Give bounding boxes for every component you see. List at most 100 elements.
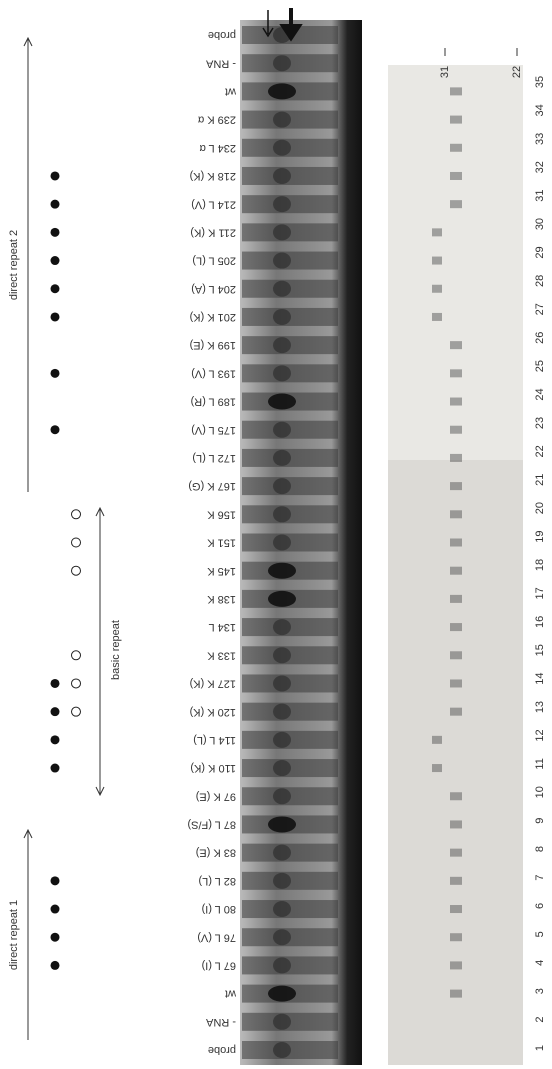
lane-number: 22: [534, 445, 546, 457]
lane-label: 82 L (L): [198, 875, 236, 887]
lane-label: 234 L α: [199, 142, 236, 154]
lane-label: 172 L (L): [192, 452, 236, 464]
filled-dot: [51, 764, 60, 773]
shift-band: [273, 732, 291, 748]
lane-number: 31: [534, 190, 546, 202]
lane-label: 133 K: [207, 649, 236, 661]
open-dot: [72, 707, 81, 716]
lane-label: 201 K (K): [190, 311, 236, 323]
lane-label: 205 L (L): [192, 255, 236, 267]
open-dot: [72, 651, 81, 660]
filled-dot: [51, 171, 60, 180]
lane-label: 67 L (I): [202, 960, 236, 972]
lane-number: 30: [534, 218, 546, 230]
lane-label: 145 K: [207, 565, 236, 577]
marker-label: 22: [511, 66, 523, 78]
lane-label: 134 L: [208, 621, 236, 633]
lane-number: 5: [534, 931, 546, 937]
shift-band: [268, 563, 296, 579]
shift-band: [273, 450, 291, 466]
open-dot: [72, 538, 81, 547]
lane-number: 24: [534, 388, 546, 400]
shift-band: [268, 591, 296, 607]
lane-label: 76 L (V): [197, 931, 236, 943]
shift-band: [268, 394, 296, 410]
filled-dot: [51, 369, 60, 378]
filled-dot: [51, 905, 60, 914]
lane-number: 8: [534, 846, 546, 852]
lane-label: wt: [225, 988, 237, 1000]
western-band: [450, 144, 462, 152]
western-band: [432, 736, 442, 744]
open-dot: [72, 566, 81, 575]
lane-label: probe: [208, 1044, 236, 1056]
western-band: [450, 172, 462, 180]
lane-label: 193 L (V): [191, 367, 236, 379]
shift-band: [268, 83, 296, 99]
shift-band: [268, 816, 296, 832]
western-band: [450, 510, 462, 518]
western-band: [450, 961, 462, 969]
western-band: [450, 567, 462, 575]
lane-label: 199 K (E): [190, 339, 236, 351]
western-band: [432, 764, 442, 772]
filled-dot: [51, 256, 60, 265]
western-band: [450, 426, 462, 434]
filled-dot: [51, 200, 60, 209]
shift-band: [273, 168, 291, 184]
shift-band: [273, 845, 291, 861]
shift-band: [273, 647, 291, 663]
western-band: [450, 482, 462, 490]
open-dot: [72, 510, 81, 519]
shift-band: [273, 1014, 291, 1030]
lane-number: 26: [534, 332, 546, 344]
lane-number: 18: [534, 559, 546, 571]
lane-number: 35: [534, 76, 546, 88]
lane-number: 4: [534, 960, 546, 966]
lane-label: 218 K (K): [190, 170, 236, 182]
lane-number: 25: [534, 360, 546, 372]
filled-dot: [51, 735, 60, 744]
western-band: [450, 623, 462, 631]
shift-band: [273, 619, 291, 635]
filled-dot: [51, 707, 60, 716]
western-band: [450, 454, 462, 462]
lane-number: 29: [534, 246, 546, 258]
lane-number: 21: [534, 474, 546, 486]
western-band: [450, 116, 462, 124]
lane-number: 17: [534, 587, 546, 599]
repeat-arrow: [24, 38, 32, 492]
shift-band: [273, 901, 291, 917]
lane-label: - RNA: [205, 1016, 236, 1028]
lane-number: 9: [534, 818, 546, 824]
annotation: direct repeat 1: [8, 900, 20, 970]
lane-label: 127 K (K): [190, 678, 236, 690]
western-band: [450, 990, 462, 998]
lane-label: 204 L (A): [191, 283, 236, 295]
lane-number: 1: [534, 1045, 546, 1051]
lane-label: 239 K α: [197, 114, 236, 126]
western-band: [450, 651, 462, 659]
lane-label: 97 K (E): [196, 790, 236, 802]
shift-band: [273, 422, 291, 438]
lane-number: 7: [534, 874, 546, 880]
lane-number: 32: [534, 161, 546, 173]
western-band: [450, 849, 462, 857]
shift-band: [268, 986, 296, 1002]
western-band: [450, 398, 462, 406]
marker-label: 31: [439, 66, 451, 78]
lane-number: 23: [534, 417, 546, 429]
western-band: [450, 87, 462, 95]
shift-band: [273, 478, 291, 494]
lane-label: 189 L (R): [191, 396, 236, 408]
repeat-arrow: [96, 508, 104, 795]
mutation-dots: [51, 171, 81, 969]
western-band: [450, 708, 462, 716]
shift-band: [273, 873, 291, 889]
annotation: basic repeat: [110, 620, 122, 680]
lane-label: 83 K (E): [196, 847, 236, 859]
figure: probe- RNAwt67 L (I)76 L (V)80 L (I)82 L…: [0, 0, 552, 1069]
lane-label: wt: [225, 85, 237, 97]
lane-number: 13: [534, 701, 546, 713]
western-band: [450, 877, 462, 885]
